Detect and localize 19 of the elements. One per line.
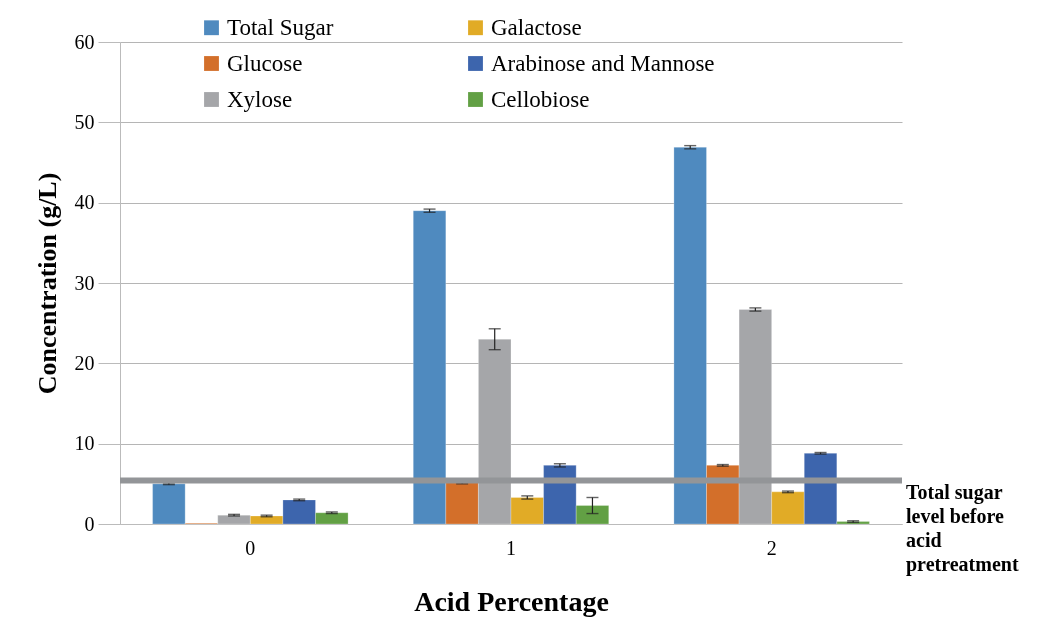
legend-label: Cellobiose	[491, 86, 590, 112]
legend-label: Galactose	[491, 14, 582, 40]
y-tick-label: 40	[74, 191, 95, 214]
y-tick-label: 0	[84, 512, 95, 535]
legend-label: Total Sugar	[227, 14, 334, 40]
legend-label: Xylose	[227, 86, 293, 112]
x-tick-label: 0	[245, 536, 256, 559]
x-tick-label: 1	[506, 536, 516, 559]
legend-label: Glucose	[227, 50, 303, 76]
y-axis-title: Concentration (g/L)	[32, 172, 62, 395]
y-tick-label: 50	[74, 110, 95, 133]
ref-line-label: Total sugar level before acid pretreatment	[906, 480, 1019, 576]
y-tick-label: 30	[74, 271, 95, 294]
y-tick-label: 60	[74, 30, 95, 53]
x-axis-title: Acid Percentage	[414, 585, 609, 617]
legend-label: Arabinose and Mannose	[491, 50, 715, 76]
x-tick-label: 2	[766, 536, 777, 559]
y-tick-label: 10	[74, 432, 95, 455]
y-tick-label: 20	[74, 351, 95, 374]
